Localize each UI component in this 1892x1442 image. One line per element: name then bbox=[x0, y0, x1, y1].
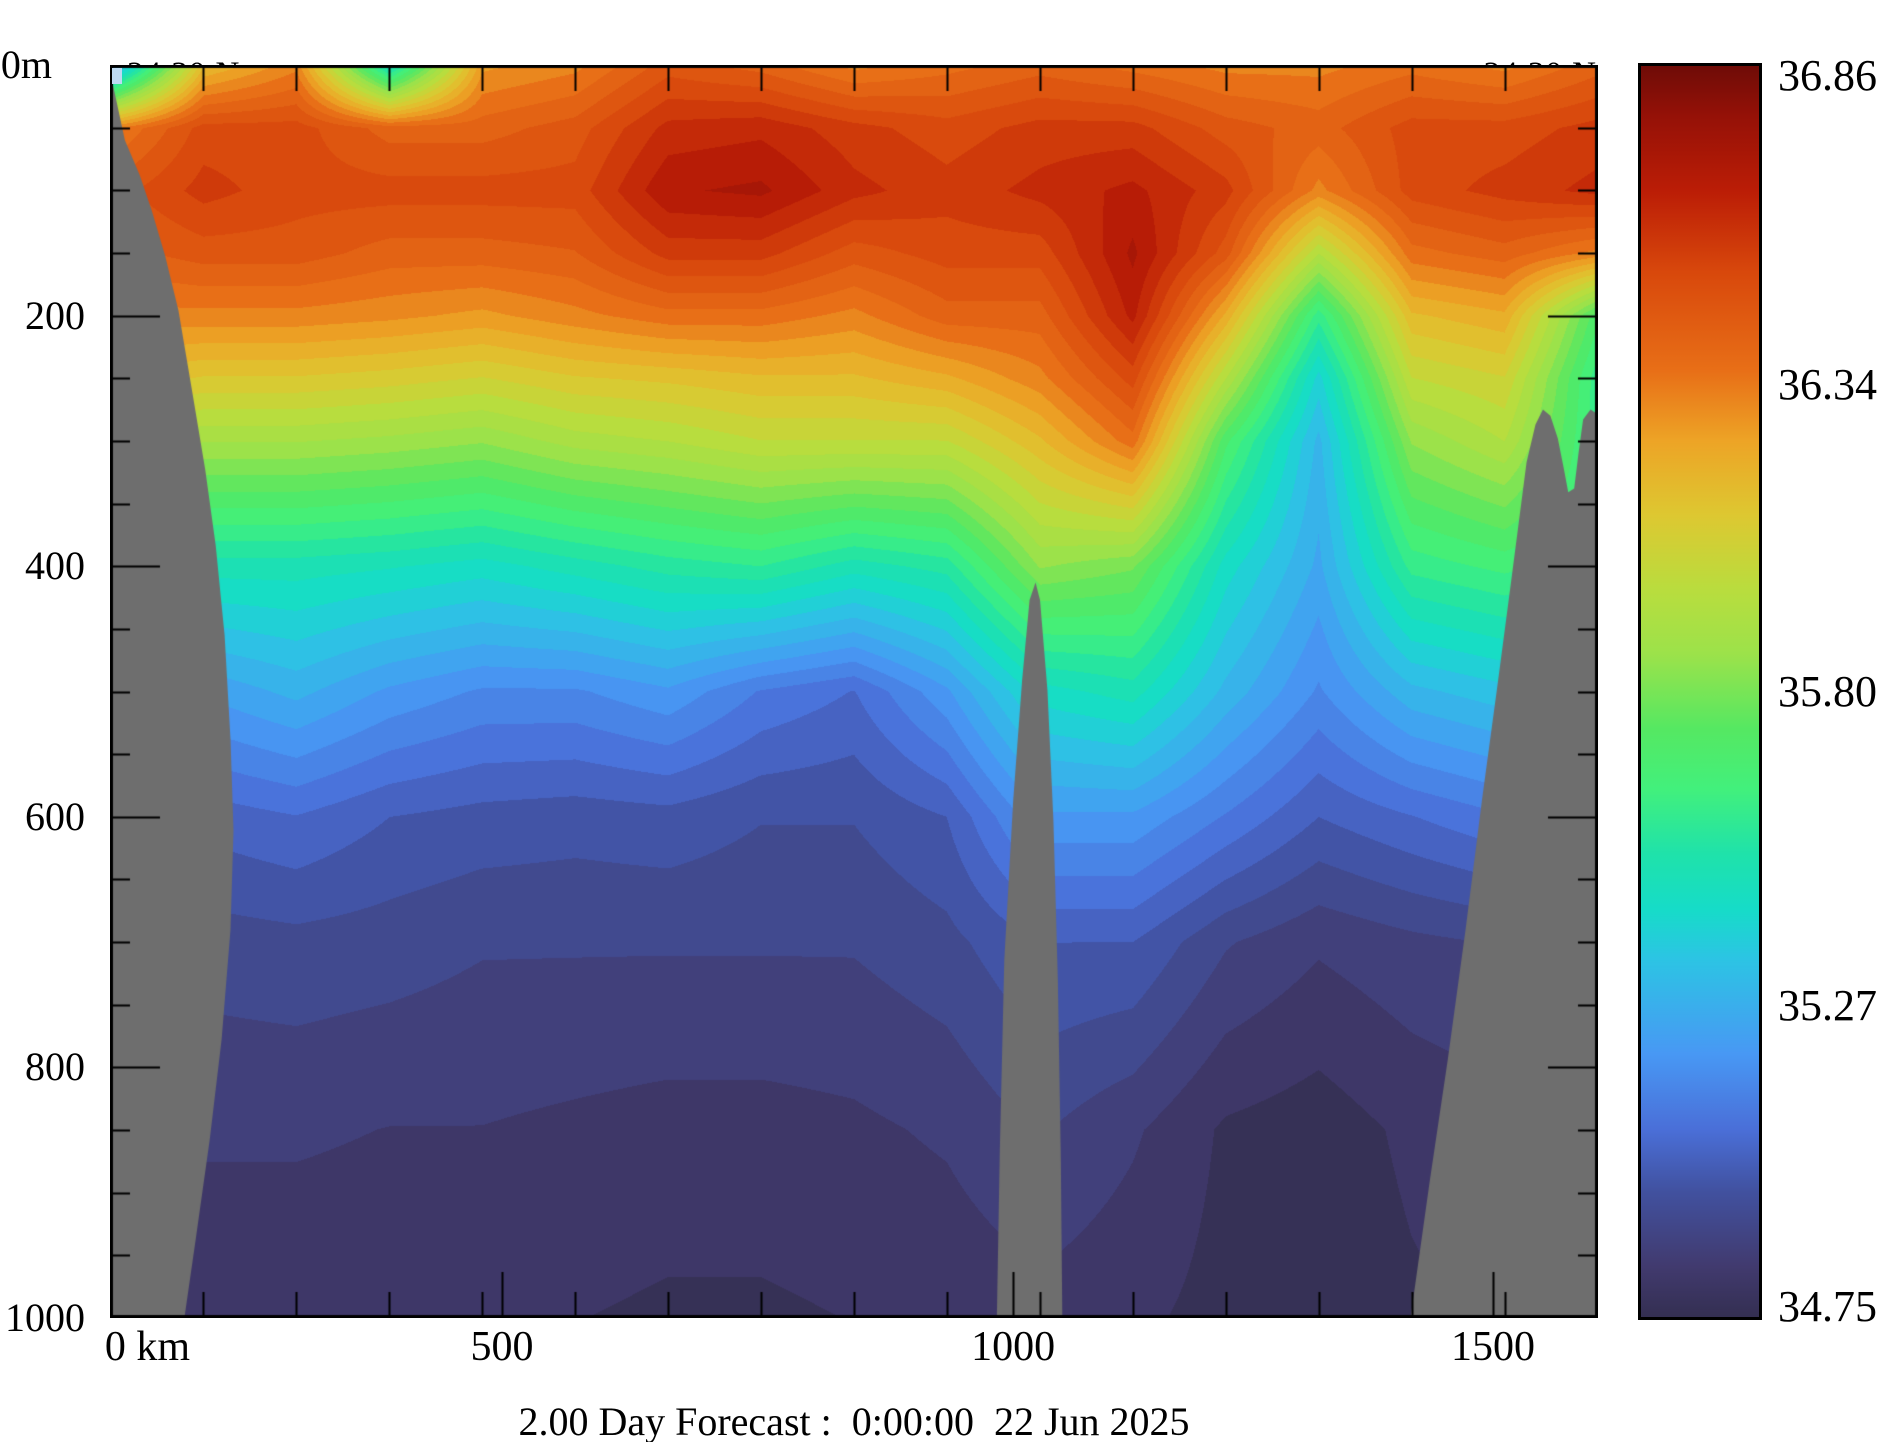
depth-tick-label: 800 bbox=[25, 1044, 85, 1090]
distance-tick-label: 500 bbox=[470, 1324, 534, 1370]
colorbar-tick-label: 36.86 bbox=[1778, 50, 1877, 100]
colorbar-tick-label: 36.34 bbox=[1778, 359, 1877, 409]
depth-tick-label: 0m bbox=[0, 42, 52, 87]
depth-tick-label: 200 bbox=[25, 292, 85, 338]
forecast-caption: 2.00 Day Forecast : 0:00:00 22 Jun 2025 bbox=[518, 1399, 1190, 1442]
colorbar-tick-label: 35.80 bbox=[1778, 666, 1877, 716]
depth-tick-label: 400 bbox=[25, 543, 85, 589]
surface-missing-data-patch bbox=[112, 68, 122, 84]
distance-tick-label: 1000 bbox=[971, 1324, 1056, 1370]
salinity-field-canvas bbox=[110, 65, 1598, 1318]
colorbar-tick-label: 35.27 bbox=[1778, 980, 1877, 1030]
depth-tick-label: 1000 bbox=[5, 1295, 85, 1340]
colorbar bbox=[1638, 63, 1762, 1320]
distance-tick-label: 0 km bbox=[104, 1324, 191, 1370]
depth-tick-label: 600 bbox=[25, 793, 85, 839]
colorbar-tick-label: 34.75 bbox=[1778, 1282, 1877, 1332]
distance-tick-label: 1500 bbox=[1450, 1324, 1535, 1370]
